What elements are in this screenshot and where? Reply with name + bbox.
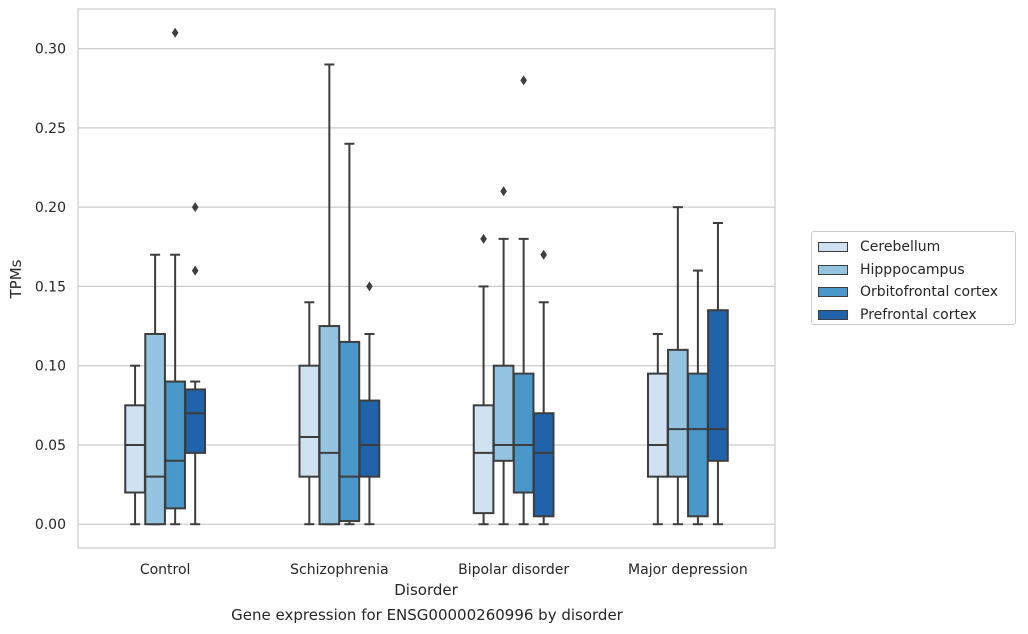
box-series [124,27,729,526]
y-tick-label: 0.25 [35,121,66,137]
legend-swatch [818,264,848,275]
y-tick-label: 0.05 [35,438,66,454]
x-axis-label: Disorder [394,581,458,599]
box [318,325,341,526]
x-tick-label: Major depression [628,562,748,578]
legend-label: Hipppocampus [860,261,965,278]
box [298,364,321,478]
box [667,348,689,478]
x-tick-label: Schizophrenia [290,562,388,578]
y-tick-label: 0.15 [35,279,66,295]
outlier-point [191,202,199,213]
x-tick-label: Bipolar disorder [458,562,569,578]
outlier-point [480,233,487,244]
legend-item: Orbitofrontal cortex [818,281,1015,304]
legend-item: Cerebellum [818,236,1015,259]
legend: Cerebellum Hipppocampus Orbitofrontal cort… [811,231,1016,325]
x-axis-ticks: Control Schizophrenia Bipolar disorder Majo… [140,562,748,578]
plot-frame [77,8,776,549]
legend-label: Orbitofrontal cortex [860,284,998,301]
box [492,364,515,462]
outlier-point [500,186,507,197]
box [687,372,709,518]
box [472,404,495,515]
legend-item: Hipppocampus [818,259,1015,282]
box [338,340,361,523]
y-axis-ticks: 0.00 0.05 0.10 0.15 0.20 0.25 0.30 [35,42,66,534]
legend-label: Cerebellum [860,239,941,256]
legend-label: Prefrontal cortex [860,306,977,323]
y-tick-label: 0.10 [35,359,66,375]
box [512,372,535,494]
x-tick-label: Control [140,562,191,578]
figure-caption: Gene expression for ENSG00000260996 by d… [231,606,623,624]
y-tick-label: 0.00 [35,517,66,533]
outlier-point [171,27,179,38]
box [184,388,207,454]
box [532,412,555,518]
y-tick-label: 0.20 [35,200,66,216]
box [164,380,186,510]
legend-item: Prefrontal cortex [818,304,1015,327]
outlier-point [520,75,527,86]
box [646,372,669,478]
outlier-point [540,249,547,260]
outlier-point [366,281,373,292]
legend-swatch [818,287,848,298]
box [358,399,381,478]
outlier-point [191,265,199,276]
box [124,404,146,494]
box [707,309,729,462]
legend-swatch [818,309,848,320]
box [144,332,166,526]
y-axis-label: TPMs [7,259,25,299]
legend-swatch [818,242,848,253]
y-tick-label: 0.30 [35,42,66,58]
